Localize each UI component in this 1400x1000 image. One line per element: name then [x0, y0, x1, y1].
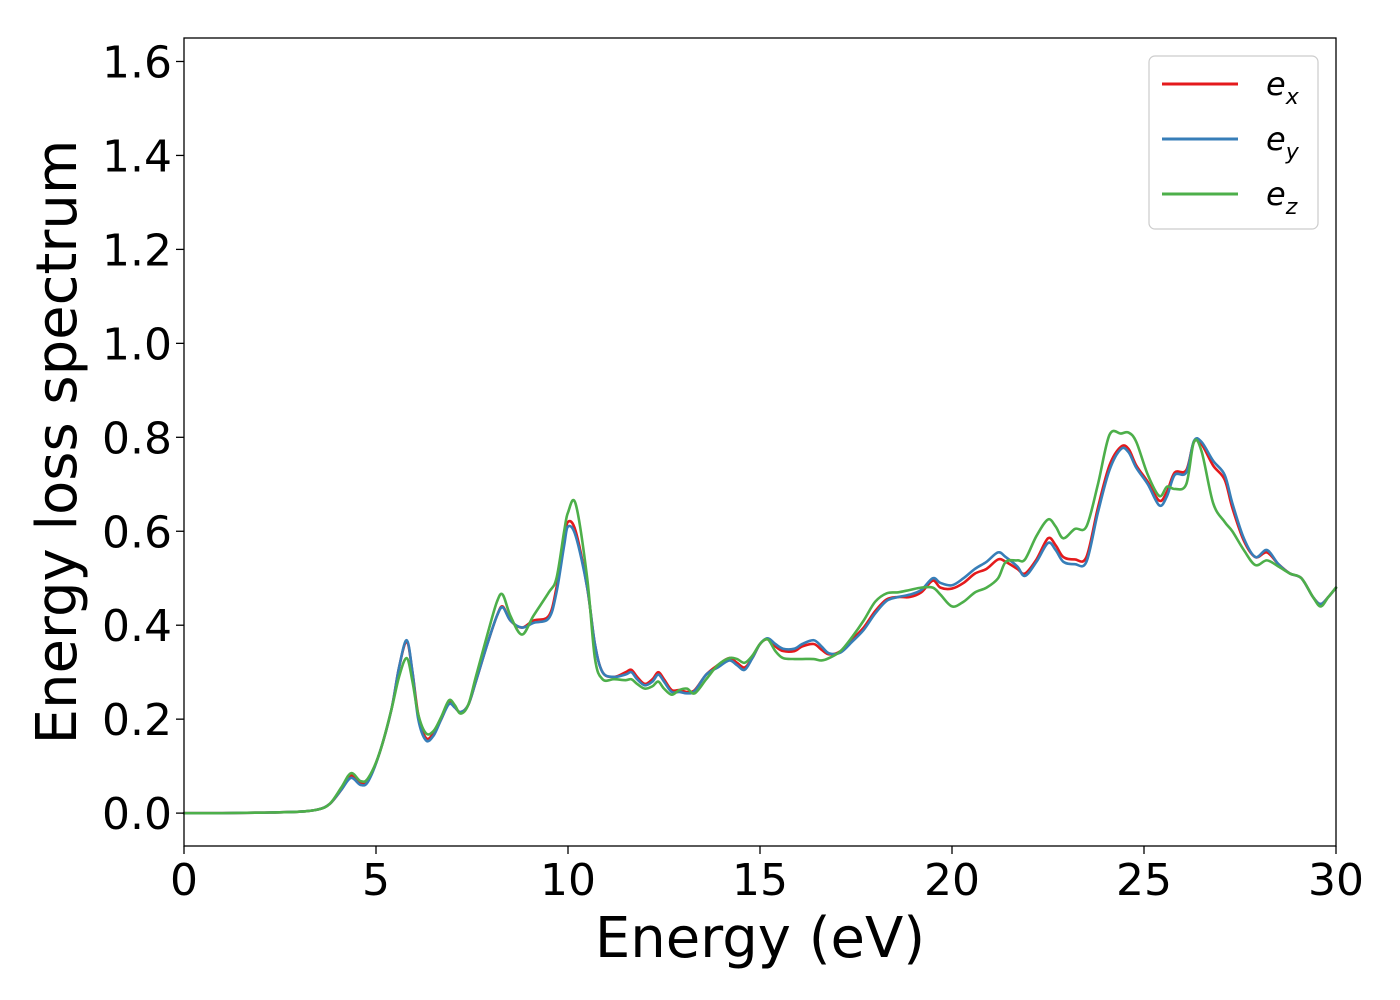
x-tick-label: 30 — [1308, 855, 1364, 906]
y-tick-label: 0.4 — [102, 601, 172, 652]
legend-label-ex: ex — [1266, 65, 1300, 110]
y-tick-label: 1.0 — [102, 319, 172, 370]
y-axis-title: Energy loss spectrum — [25, 140, 90, 745]
x-tick-label: 25 — [1116, 855, 1172, 906]
y-axis: 0.0 0.2 0.4 0.6 0.8 1.0 1.2 1.4 1.6 — [102, 37, 184, 840]
legend-label-subscript: x — [1285, 85, 1300, 110]
legend-label-base: e — [1266, 120, 1286, 158]
y-tick-label: 0.6 — [102, 507, 172, 558]
legend-label-subscript: z — [1285, 195, 1298, 220]
series-line-ez — [182, 429, 1338, 815]
y-tick-label: 0.8 — [102, 413, 172, 464]
legend-label-subscript: y — [1285, 140, 1300, 165]
x-axis: 0 5 10 15 20 25 30 — [170, 846, 1364, 906]
y-tick-label: 1.4 — [102, 131, 172, 182]
legend-label-base: e — [1266, 175, 1286, 213]
legend-label-base: e — [1266, 65, 1286, 103]
y-tick-label: 0.0 — [102, 789, 172, 840]
legend-label-ey: ey — [1266, 120, 1300, 165]
y-tick-label: 1.2 — [102, 225, 172, 276]
x-tick-label: 15 — [732, 855, 788, 906]
x-tick-label: 20 — [924, 855, 980, 906]
legend-label-ez: ez — [1266, 175, 1298, 220]
legend-box — [1148, 55, 1319, 230]
x-axis-title: Energy (eV) — [595, 906, 925, 971]
y-tick-label: 1.6 — [102, 37, 172, 88]
x-tick-label: 5 — [362, 855, 390, 906]
series-layer — [182, 429, 1338, 815]
x-tick-label: 0 — [170, 855, 198, 906]
y-tick-label: 0.2 — [102, 695, 172, 746]
x-tick-label: 10 — [540, 855, 596, 906]
